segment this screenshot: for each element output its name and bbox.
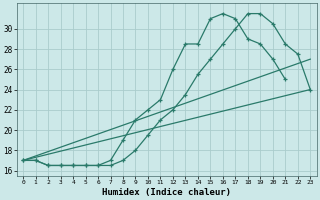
X-axis label: Humidex (Indice chaleur): Humidex (Indice chaleur) <box>102 188 231 197</box>
